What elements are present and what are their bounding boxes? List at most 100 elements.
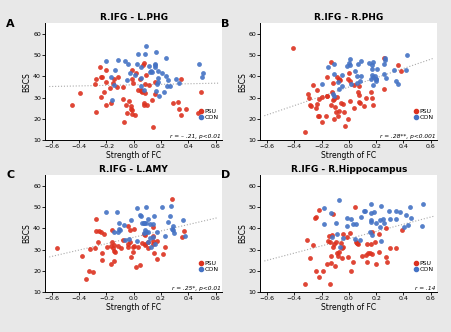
Point bbox=[85, 268, 92, 273]
Point bbox=[97, 230, 105, 235]
Point bbox=[116, 220, 123, 225]
Point bbox=[346, 78, 354, 83]
Point bbox=[327, 253, 335, 258]
Point bbox=[141, 232, 148, 237]
Point bbox=[129, 107, 136, 113]
Point bbox=[337, 240, 345, 245]
Point bbox=[182, 106, 189, 111]
Text: r = .14: r = .14 bbox=[415, 286, 436, 291]
Point bbox=[392, 216, 400, 222]
Point bbox=[127, 239, 134, 244]
Point bbox=[321, 222, 328, 227]
Point bbox=[132, 73, 139, 78]
Point bbox=[124, 77, 131, 83]
Point bbox=[117, 227, 124, 233]
Point bbox=[77, 90, 84, 95]
Point bbox=[145, 240, 152, 245]
Point bbox=[346, 63, 354, 68]
Point bbox=[360, 104, 368, 109]
Point bbox=[151, 63, 158, 68]
Point bbox=[346, 56, 354, 62]
Point bbox=[145, 245, 152, 250]
Point bbox=[129, 111, 136, 117]
Point bbox=[98, 251, 105, 256]
Point bbox=[93, 216, 100, 222]
Point bbox=[110, 82, 118, 88]
Point bbox=[173, 77, 180, 82]
Point bbox=[181, 228, 188, 233]
Point bbox=[154, 68, 161, 73]
Point bbox=[355, 83, 363, 89]
Point bbox=[142, 205, 149, 210]
Point bbox=[125, 99, 133, 104]
Point bbox=[384, 260, 391, 265]
Point bbox=[367, 229, 374, 235]
Point bbox=[110, 229, 117, 234]
Point bbox=[175, 81, 183, 86]
Point bbox=[360, 208, 368, 213]
Point bbox=[382, 75, 389, 80]
Point bbox=[407, 204, 414, 209]
Legend: PSU, CON: PSU, CON bbox=[199, 260, 219, 273]
Point bbox=[122, 102, 129, 107]
Point bbox=[114, 210, 121, 215]
Point bbox=[336, 249, 343, 255]
Point bbox=[120, 84, 127, 90]
Point bbox=[138, 89, 145, 94]
Point bbox=[375, 250, 382, 255]
Point bbox=[162, 74, 169, 79]
Point bbox=[79, 253, 86, 258]
Point bbox=[127, 255, 134, 260]
Point bbox=[377, 204, 384, 209]
Point bbox=[318, 95, 326, 100]
Point bbox=[331, 93, 338, 99]
Point bbox=[134, 206, 141, 211]
Point bbox=[149, 224, 156, 229]
Point bbox=[350, 82, 357, 87]
Point bbox=[96, 65, 103, 70]
Point bbox=[368, 229, 376, 234]
Point bbox=[368, 73, 376, 78]
Point bbox=[356, 99, 363, 104]
Point bbox=[373, 78, 380, 83]
Point bbox=[339, 231, 346, 237]
Point bbox=[418, 223, 425, 228]
Point bbox=[174, 99, 181, 105]
Point bbox=[371, 74, 378, 79]
Point bbox=[111, 67, 119, 73]
Point bbox=[138, 65, 145, 70]
Point bbox=[98, 74, 105, 80]
Point bbox=[160, 251, 167, 257]
Point bbox=[127, 107, 134, 112]
Point bbox=[120, 237, 127, 243]
Point bbox=[386, 216, 393, 221]
Point bbox=[355, 241, 362, 247]
Point bbox=[151, 61, 158, 67]
Point bbox=[348, 216, 355, 221]
Point bbox=[343, 234, 350, 239]
Point bbox=[115, 226, 122, 232]
Point bbox=[110, 249, 117, 254]
Point bbox=[170, 227, 177, 232]
Point bbox=[301, 129, 308, 135]
Point bbox=[154, 80, 161, 85]
Point bbox=[324, 93, 331, 99]
Point bbox=[335, 108, 342, 114]
Point bbox=[148, 98, 155, 103]
Point bbox=[137, 213, 144, 219]
Y-axis label: BSCS: BSCS bbox=[238, 72, 247, 92]
Point bbox=[142, 242, 149, 247]
Point bbox=[343, 63, 350, 69]
Point bbox=[351, 236, 359, 241]
Point bbox=[128, 104, 135, 109]
Point bbox=[339, 102, 346, 107]
Point bbox=[302, 281, 309, 287]
Point bbox=[367, 90, 374, 95]
Point bbox=[334, 251, 341, 256]
Point bbox=[331, 61, 338, 66]
Point bbox=[323, 262, 331, 267]
Point bbox=[143, 230, 150, 235]
Point bbox=[170, 101, 177, 106]
Point bbox=[103, 79, 110, 85]
Point bbox=[375, 231, 382, 237]
